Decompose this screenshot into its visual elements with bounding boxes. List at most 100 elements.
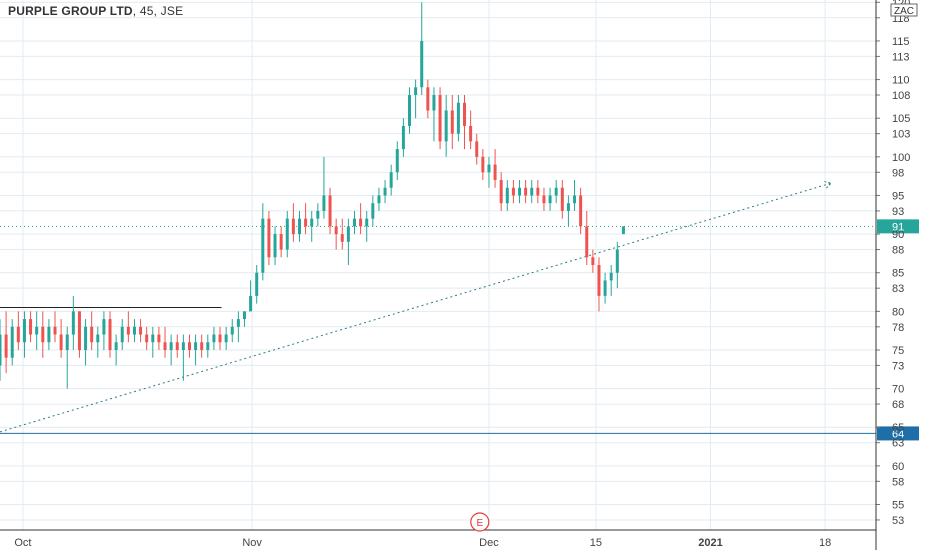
candle[interactable]	[310, 210, 314, 242]
candle[interactable]	[469, 110, 473, 150]
candle[interactable]	[420, 2, 424, 96]
candle[interactable]	[408, 87, 412, 134]
candle[interactable]	[334, 218, 338, 250]
candle[interactable]	[157, 326, 161, 350]
candle[interactable]	[230, 319, 234, 343]
candle[interactable]	[206, 334, 210, 358]
candle[interactable]	[481, 149, 485, 181]
candle[interactable]	[102, 311, 106, 350]
candle[interactable]	[261, 203, 265, 281]
candle[interactable]	[389, 164, 393, 196]
candle[interactable]	[84, 319, 88, 366]
candle[interactable]	[548, 187, 552, 211]
candle[interactable]	[285, 210, 289, 258]
candle[interactable]	[383, 180, 387, 204]
candle[interactable]	[22, 311, 26, 358]
candle[interactable]	[4, 311, 8, 374]
candle[interactable]	[187, 334, 191, 358]
drawings[interactable]	[0, 181, 833, 433]
candle[interactable]	[29, 311, 33, 343]
candle[interactable]	[371, 195, 375, 227]
candle[interactable]	[218, 326, 222, 350]
candle[interactable]	[365, 210, 369, 242]
candle[interactable]	[499, 172, 503, 211]
candle[interactable]	[560, 180, 564, 219]
candle[interactable]	[273, 226, 277, 265]
candle[interactable]	[194, 334, 198, 366]
candle[interactable]	[255, 265, 259, 304]
candle[interactable]	[108, 311, 112, 358]
candle[interactable]	[175, 334, 179, 358]
candle[interactable]	[236, 311, 240, 343]
candle[interactable]	[96, 326, 100, 358]
candle[interactable]	[609, 265, 613, 296]
earnings-event-icon[interactable]	[470, 512, 490, 532]
candle[interactable]	[291, 203, 295, 242]
candle[interactable]	[395, 141, 399, 181]
candle[interactable]	[487, 156, 491, 188]
candle[interactable]	[585, 210, 589, 265]
candle[interactable]	[444, 95, 448, 157]
candlesticks[interactable]	[0, 2, 625, 389]
candle[interactable]	[536, 180, 540, 204]
candle[interactable]	[493, 149, 497, 188]
candle[interactable]	[401, 118, 405, 157]
candle[interactable]	[35, 311, 39, 350]
candle[interactable]	[114, 334, 118, 366]
candle[interactable]	[181, 334, 185, 381]
candle[interactable]	[377, 187, 381, 211]
candle[interactable]	[316, 203, 320, 227]
candle[interactable]	[224, 326, 228, 350]
candle[interactable]	[438, 87, 442, 150]
candle[interactable]	[615, 241, 619, 289]
candle[interactable]	[151, 326, 155, 358]
candle[interactable]	[450, 95, 454, 150]
candle[interactable]	[346, 218, 350, 265]
candle[interactable]	[132, 319, 136, 343]
candle[interactable]	[169, 334, 173, 366]
candle[interactable]	[432, 87, 436, 142]
candle[interactable]	[352, 210, 356, 235]
candle[interactable]	[591, 249, 595, 273]
candle[interactable]	[304, 203, 308, 235]
candle[interactable]	[322, 156, 326, 219]
candle[interactable]	[505, 180, 509, 211]
candle[interactable]	[542, 187, 546, 211]
candle[interactable]	[163, 326, 167, 358]
candle[interactable]	[77, 311, 81, 358]
candle[interactable]	[71, 295, 75, 350]
candle[interactable]	[340, 218, 344, 250]
candle[interactable]	[511, 180, 515, 204]
candle[interactable]	[212, 326, 216, 350]
candle[interactable]	[47, 319, 51, 350]
candle[interactable]	[59, 319, 63, 358]
candle[interactable]	[297, 210, 301, 242]
candle[interactable]	[249, 280, 253, 312]
candle[interactable]	[524, 180, 528, 204]
candle[interactable]	[530, 180, 534, 204]
candle[interactable]	[414, 79, 418, 119]
candle[interactable]	[566, 195, 570, 227]
candle[interactable]	[579, 187, 583, 235]
candle[interactable]	[518, 180, 522, 204]
candle[interactable]	[145, 326, 149, 350]
candle[interactable]	[603, 272, 607, 304]
candle[interactable]	[475, 133, 479, 165]
candle[interactable]	[279, 226, 283, 258]
candle[interactable]	[200, 334, 204, 358]
candle[interactable]	[359, 203, 363, 235]
candle[interactable]	[573, 180, 577, 211]
candle[interactable]	[65, 326, 69, 389]
candle[interactable]	[53, 311, 57, 343]
candle[interactable]	[267, 210, 271, 265]
candle[interactable]	[621, 226, 625, 235]
candle[interactable]	[90, 311, 94, 350]
candle[interactable]	[456, 95, 460, 142]
candle[interactable]	[597, 257, 601, 312]
candle[interactable]	[328, 187, 332, 235]
candle[interactable]	[10, 319, 14, 366]
candle[interactable]	[463, 95, 467, 150]
candle[interactable]	[16, 311, 20, 350]
candle[interactable]	[554, 180, 558, 204]
